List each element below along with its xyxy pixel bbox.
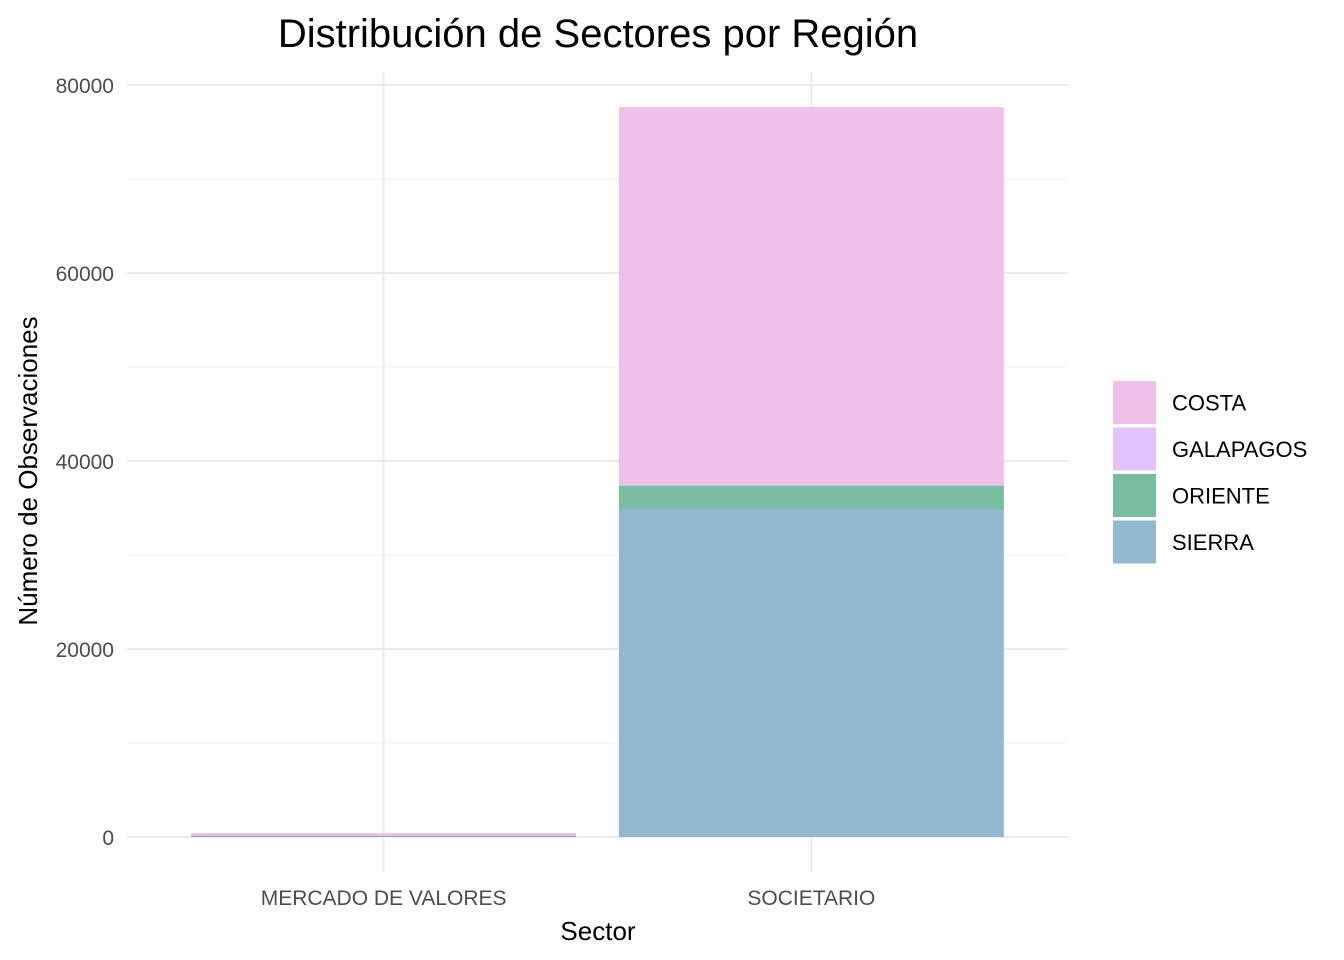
y-tick-label: 20000	[56, 639, 114, 662]
bar-segment-oriente	[191, 835, 577, 837]
y-tick-label: 40000	[56, 451, 114, 474]
bar-segment-oriente	[618, 485, 1004, 509]
legend-key-galapagos	[1113, 427, 1156, 471]
bars	[191, 107, 1004, 837]
legend-label-oriente: ORIENTE	[1172, 484, 1270, 509]
x-axis-title: Sector	[560, 916, 635, 946]
bar-segment-costa	[618, 107, 1004, 485]
y-tick-label: 0	[102, 827, 114, 850]
legend-key-oriente	[1113, 474, 1156, 517]
legend-label-costa: COSTA	[1172, 391, 1246, 416]
bar-segment-sierra	[618, 508, 1004, 837]
x-axis-ticks: MERCADO DE VALORES SOCIETARIO	[261, 887, 876, 910]
bar-segment-galapagos	[618, 484, 1004, 486]
legend: COSTA GALAPAGOS ORIENTE SIERRA	[1113, 381, 1307, 564]
x-tick-label: SOCIETARIO	[747, 887, 875, 910]
legend-key-sierra	[1113, 520, 1156, 564]
chart-title: Distribución de Sectores por Región	[278, 12, 918, 56]
bar-segment-costa	[191, 833, 577, 836]
y-axis-ticks: 0 20000 40000 60000 80000	[56, 75, 114, 850]
y-tick-label: 60000	[56, 263, 114, 286]
legend-label-sierra: SIERRA	[1172, 530, 1254, 555]
y-axis-title: Número de Observaciones	[13, 316, 43, 625]
legend-key-costa	[1113, 381, 1156, 424]
y-tick-label: 80000	[56, 75, 114, 98]
x-tick-label: MERCADO DE VALORES	[261, 887, 507, 910]
legend-label-galapagos: GALAPAGOS	[1172, 437, 1307, 462]
